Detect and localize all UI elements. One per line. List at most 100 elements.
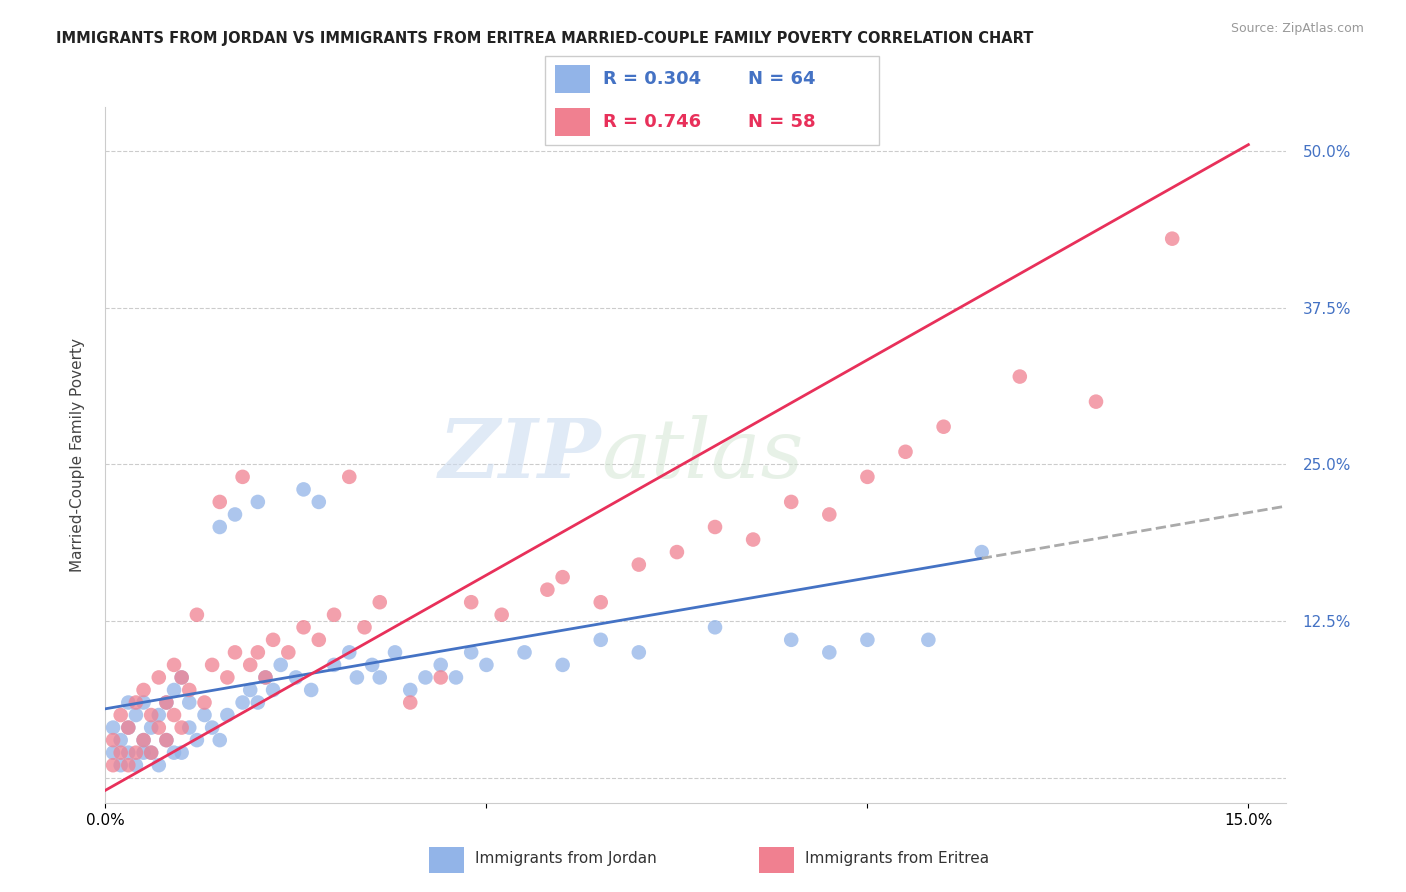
Point [284,670,307,684]
Point [101,758,124,772]
Point [155,696,177,710]
Point [208,495,231,509]
Point [262,683,284,698]
Y-axis label: Married-Couple Family Poverty: Married-Couple Family Poverty [70,338,84,572]
Point [551,657,574,672]
Point [665,545,688,559]
Point [491,607,513,622]
Point [917,632,939,647]
Point [125,746,148,760]
Point [163,657,186,672]
Point [232,470,254,484]
Text: R = 0.304: R = 0.304 [603,70,702,87]
Bar [429,847,464,873]
Point [384,645,406,659]
Point [337,645,360,659]
Point [208,733,231,747]
Point [148,708,170,723]
Point [292,483,315,497]
Point [117,721,139,735]
Point [170,721,193,735]
Point [110,708,132,723]
Point [399,683,422,698]
Point [148,758,170,772]
Point [217,708,239,723]
Point [323,607,346,622]
Point [475,657,498,672]
Point [246,645,269,659]
Point [148,721,170,735]
Point [132,733,155,747]
Point [856,632,879,647]
Point [141,721,163,735]
Point [125,758,148,772]
Text: N = 58: N = 58 [748,113,815,131]
Point [246,696,269,710]
Point [346,670,368,684]
Point [224,645,246,659]
Point [429,670,451,684]
Point [141,746,163,760]
Point [818,508,841,522]
Point [125,708,148,723]
Point [155,733,177,747]
Text: Immigrants from Jordan: Immigrants from Jordan [475,851,657,866]
Point [1085,394,1108,409]
Point [308,495,330,509]
Point [141,746,163,760]
Point [368,595,391,609]
Point [444,670,467,684]
Point [117,721,139,735]
Point [110,733,132,747]
Point [353,620,375,634]
Bar [555,108,589,136]
Point [337,470,360,484]
Point [179,683,201,698]
Text: Immigrants from Eritrea: Immigrants from Eritrea [806,851,988,866]
Point [323,657,346,672]
Point [277,645,299,659]
Point [460,595,482,609]
Point [894,444,917,458]
Point [186,733,208,747]
Point [262,632,284,647]
Point [110,758,132,772]
Point [201,721,224,735]
Text: atlas: atlas [602,415,804,495]
Point [536,582,558,597]
Point [141,708,163,723]
Point [368,670,391,684]
Point [970,545,993,559]
Point [117,696,139,710]
Point [163,746,186,760]
Point [704,620,727,634]
Point [101,746,124,760]
Point [1008,369,1031,384]
Point [742,533,765,547]
Text: R = 0.746: R = 0.746 [603,113,702,131]
Point [117,746,139,760]
Point [208,520,231,534]
Point [201,657,224,672]
Point [460,645,482,659]
Point [101,733,124,747]
Point [246,495,269,509]
Point [148,670,170,684]
Point [780,495,803,509]
Point [1161,232,1184,246]
Point [217,670,239,684]
Point [932,419,955,434]
Bar [555,65,589,93]
Point [132,683,155,698]
Point [627,558,650,572]
Point [589,595,612,609]
Point [155,696,177,710]
Point [308,632,330,647]
Text: Source: ZipAtlas.com: Source: ZipAtlas.com [1230,22,1364,36]
Point [292,620,315,634]
Point [627,645,650,659]
Point [170,670,193,684]
Point [818,645,841,659]
Point [254,670,277,684]
Point [513,645,536,659]
